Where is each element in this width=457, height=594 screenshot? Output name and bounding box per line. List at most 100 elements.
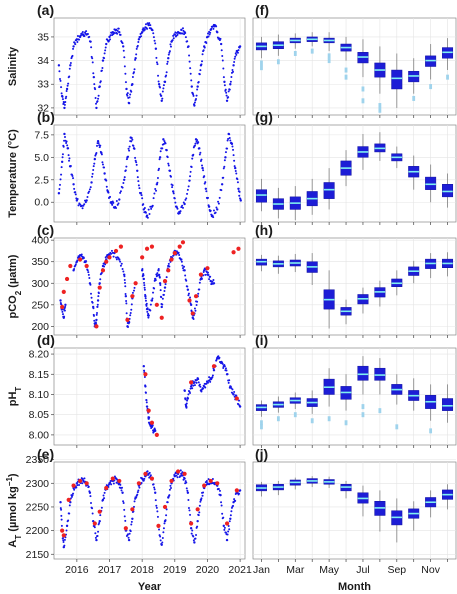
data-point <box>193 384 196 387</box>
month-box <box>442 252 454 277</box>
data-point <box>167 164 170 167</box>
data-point <box>144 23 147 26</box>
data-point <box>90 296 93 299</box>
data-point <box>215 25 218 28</box>
data-point <box>192 535 195 538</box>
data-point <box>201 164 204 167</box>
data-point <box>176 207 179 210</box>
data-point <box>191 387 194 390</box>
panel-label: (d) <box>37 332 55 348</box>
plot-area <box>252 237 457 336</box>
data-point <box>104 256 107 259</box>
data-point <box>186 397 190 400</box>
data-point <box>143 372 148 377</box>
data-point <box>189 527 193 530</box>
data-point <box>194 309 197 312</box>
y-tick-label: 35 <box>37 31 49 43</box>
data-point <box>168 488 171 491</box>
data-point <box>184 398 187 401</box>
data-point <box>146 408 151 413</box>
data-point <box>95 144 98 147</box>
data-point <box>198 288 201 291</box>
data-point <box>148 22 151 25</box>
plot-area <box>53 347 246 446</box>
data-point <box>117 202 120 205</box>
data-point <box>200 158 203 161</box>
outlier <box>327 416 331 422</box>
data-point <box>118 244 124 249</box>
data-point <box>193 144 196 147</box>
data-point <box>234 55 237 58</box>
data-point <box>174 31 177 34</box>
data-point <box>130 303 133 306</box>
panel-b: 0.0 2.5 5.0 7.5 (b) Temperature (°C) <box>7 109 246 225</box>
data-point <box>230 142 234 146</box>
data-point <box>129 530 132 533</box>
data-point <box>138 187 141 190</box>
data-point <box>129 93 132 96</box>
data-point <box>208 478 213 484</box>
data-point <box>199 500 202 503</box>
data-point <box>124 81 127 84</box>
data-point <box>208 379 211 382</box>
data-point <box>189 67 192 70</box>
data-point <box>115 256 118 259</box>
data-point <box>176 33 179 36</box>
data-point <box>168 169 172 173</box>
data-point <box>166 60 169 63</box>
data-point <box>159 284 162 287</box>
data-point <box>193 381 196 384</box>
data-point <box>204 386 207 389</box>
data-point <box>149 24 152 27</box>
data-point <box>197 81 200 84</box>
data-point <box>146 27 149 30</box>
data-point <box>162 293 165 296</box>
data-point <box>124 519 127 522</box>
data-point <box>157 80 160 83</box>
data-point <box>203 175 206 178</box>
data-point <box>66 84 69 87</box>
plot-area <box>252 124 457 223</box>
data-point <box>68 157 71 160</box>
data-point <box>193 294 199 299</box>
data-point <box>232 148 235 151</box>
data-point <box>167 57 170 60</box>
data-point <box>131 83 134 86</box>
data-point <box>169 487 172 490</box>
data-point <box>194 142 197 145</box>
data-point <box>73 187 76 190</box>
data-point <box>189 170 192 173</box>
month-box <box>425 490 437 518</box>
data-point <box>205 266 210 271</box>
data-point <box>119 264 122 267</box>
data-point <box>90 46 93 49</box>
y-tick-label: 300 <box>31 278 49 290</box>
data-point <box>229 514 232 517</box>
data-point <box>91 172 94 175</box>
data-point <box>138 486 141 489</box>
data-point <box>63 135 66 138</box>
data-point <box>172 34 175 37</box>
data-point <box>145 302 148 305</box>
data-point <box>140 35 143 38</box>
data-point <box>163 140 166 143</box>
data-point <box>159 86 162 89</box>
data-point <box>128 96 131 99</box>
data-point <box>233 61 236 64</box>
panel-j: (j) Jan Mar May Jul Sep Nov Month <box>252 446 457 593</box>
data-point <box>201 166 204 170</box>
data-point <box>116 29 119 32</box>
data-point <box>93 83 96 86</box>
data-point <box>111 203 114 206</box>
data-point <box>88 188 91 191</box>
data-point <box>230 75 233 78</box>
data-point <box>229 80 232 83</box>
y-tick-label: 2300 <box>26 478 50 490</box>
data-point <box>161 303 164 306</box>
data-point <box>91 57 94 60</box>
data-point <box>137 180 140 183</box>
data-point <box>189 521 194 526</box>
data-point <box>235 53 238 56</box>
data-point <box>173 474 177 478</box>
data-point <box>208 482 211 485</box>
